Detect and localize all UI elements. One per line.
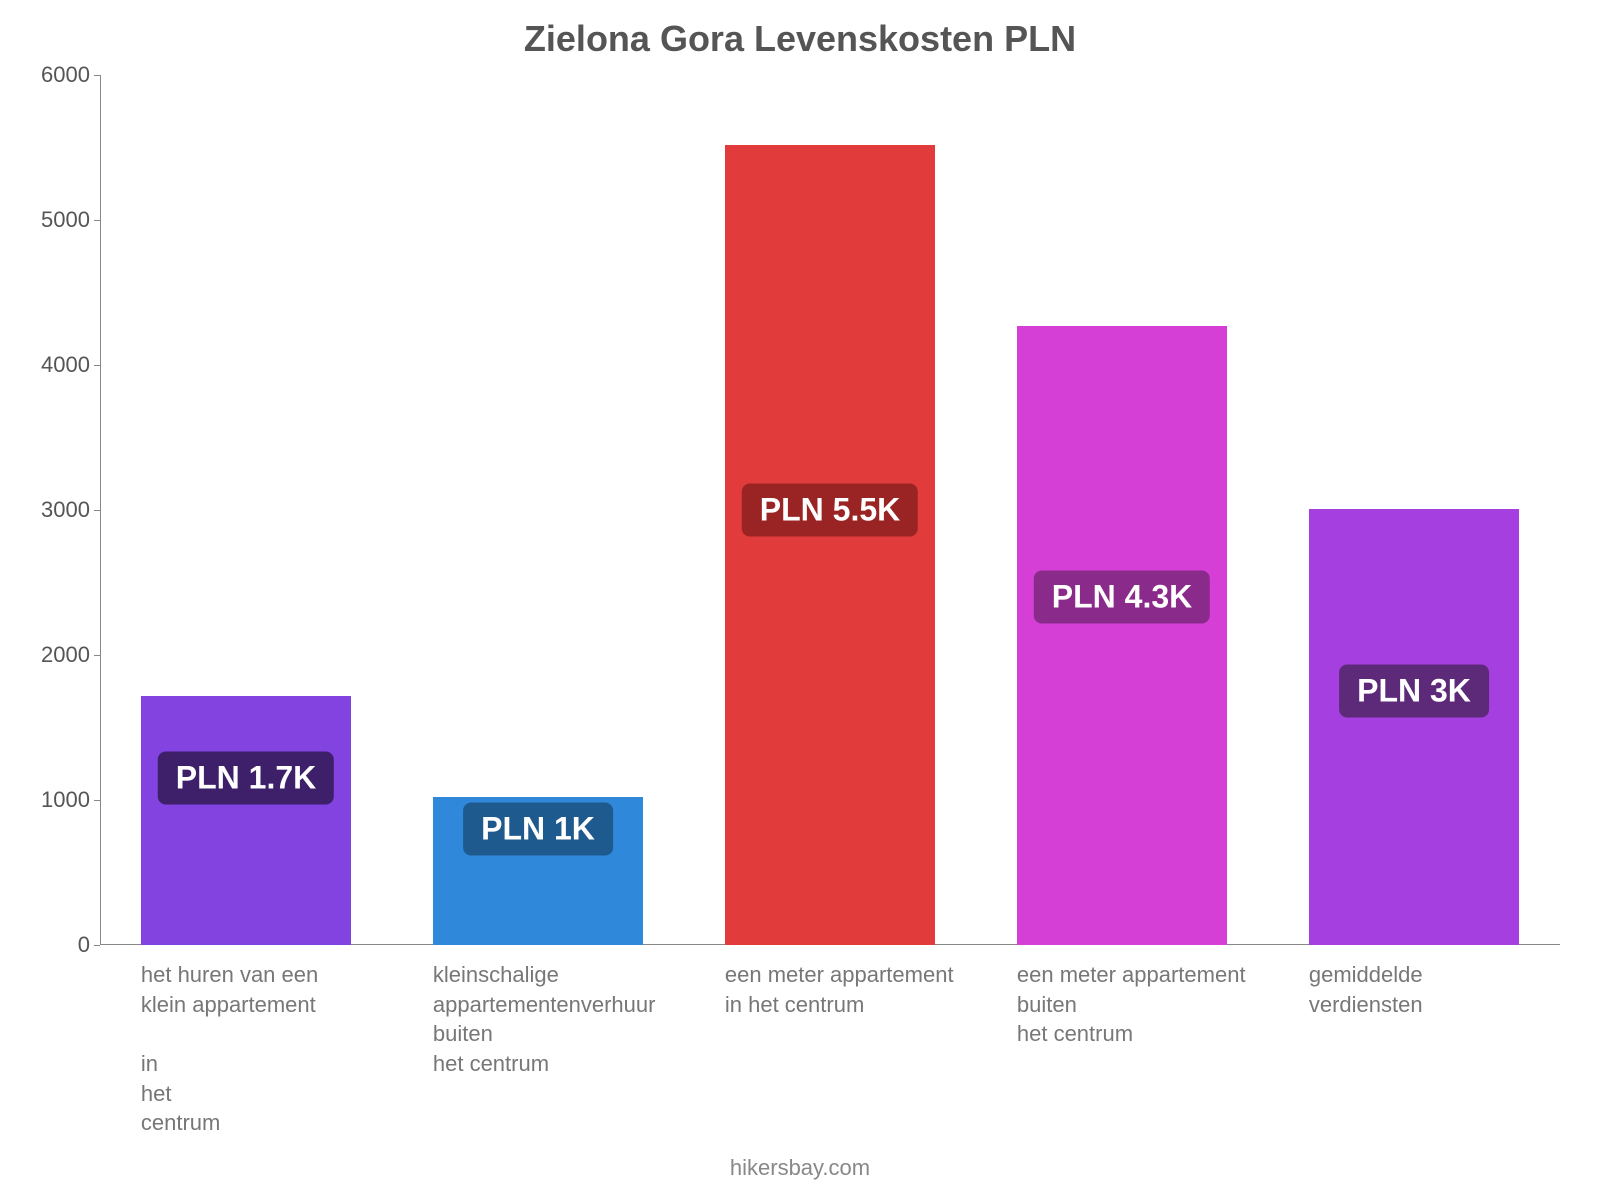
- x-axis-labels: het huren van een klein appartement in h…: [100, 960, 1560, 1140]
- bar-avg_earnings: [1309, 509, 1519, 945]
- y-axis-line: [100, 75, 101, 945]
- y-tick-label: 4000: [30, 352, 90, 378]
- y-tick-label: 5000: [30, 207, 90, 233]
- y-tick-label: 1000: [30, 787, 90, 813]
- bar-rent_small_center: [141, 696, 351, 945]
- y-tick-label: 2000: [30, 642, 90, 668]
- value-label-rent_small_center: PLN 1.7K: [158, 752, 334, 805]
- y-tick-label: 0: [30, 932, 90, 958]
- chart-title: Zielona Gora Levenskosten PLN: [0, 18, 1600, 60]
- y-tick-mark: [94, 945, 100, 946]
- y-tick-label: 6000: [30, 62, 90, 88]
- credit-text: hikersbay.com: [0, 1155, 1600, 1181]
- x-label-rent_small_center: het huren van een klein appartement in h…: [141, 960, 418, 1138]
- value-label-sqm_outside: PLN 4.3K: [1034, 571, 1210, 624]
- x-label-sqm_center: een meter appartement in het centrum: [725, 960, 1002, 1019]
- x-label-rent_small_outside: kleinschalige appartementenverhuur buite…: [433, 960, 710, 1079]
- plot-area: 0100020003000400050006000PLN 1.7KPLN 1KP…: [100, 75, 1560, 945]
- value-label-sqm_center: PLN 5.5K: [742, 484, 918, 537]
- x-label-avg_earnings: gemiddelde verdiensten: [1309, 960, 1586, 1019]
- x-label-sqm_outside: een meter appartement buiten het centrum: [1017, 960, 1294, 1049]
- chart-container: Zielona Gora Levenskosten PLN 0 1000 2000 3…: [0, 0, 1600, 1200]
- bar-sqm_outside: [1017, 326, 1227, 945]
- value-label-rent_small_outside: PLN 1K: [463, 803, 613, 856]
- value-label-avg_earnings: PLN 3K: [1339, 665, 1489, 718]
- y-tick-label: 3000: [30, 497, 90, 523]
- bar-sqm_center: [725, 145, 935, 945]
